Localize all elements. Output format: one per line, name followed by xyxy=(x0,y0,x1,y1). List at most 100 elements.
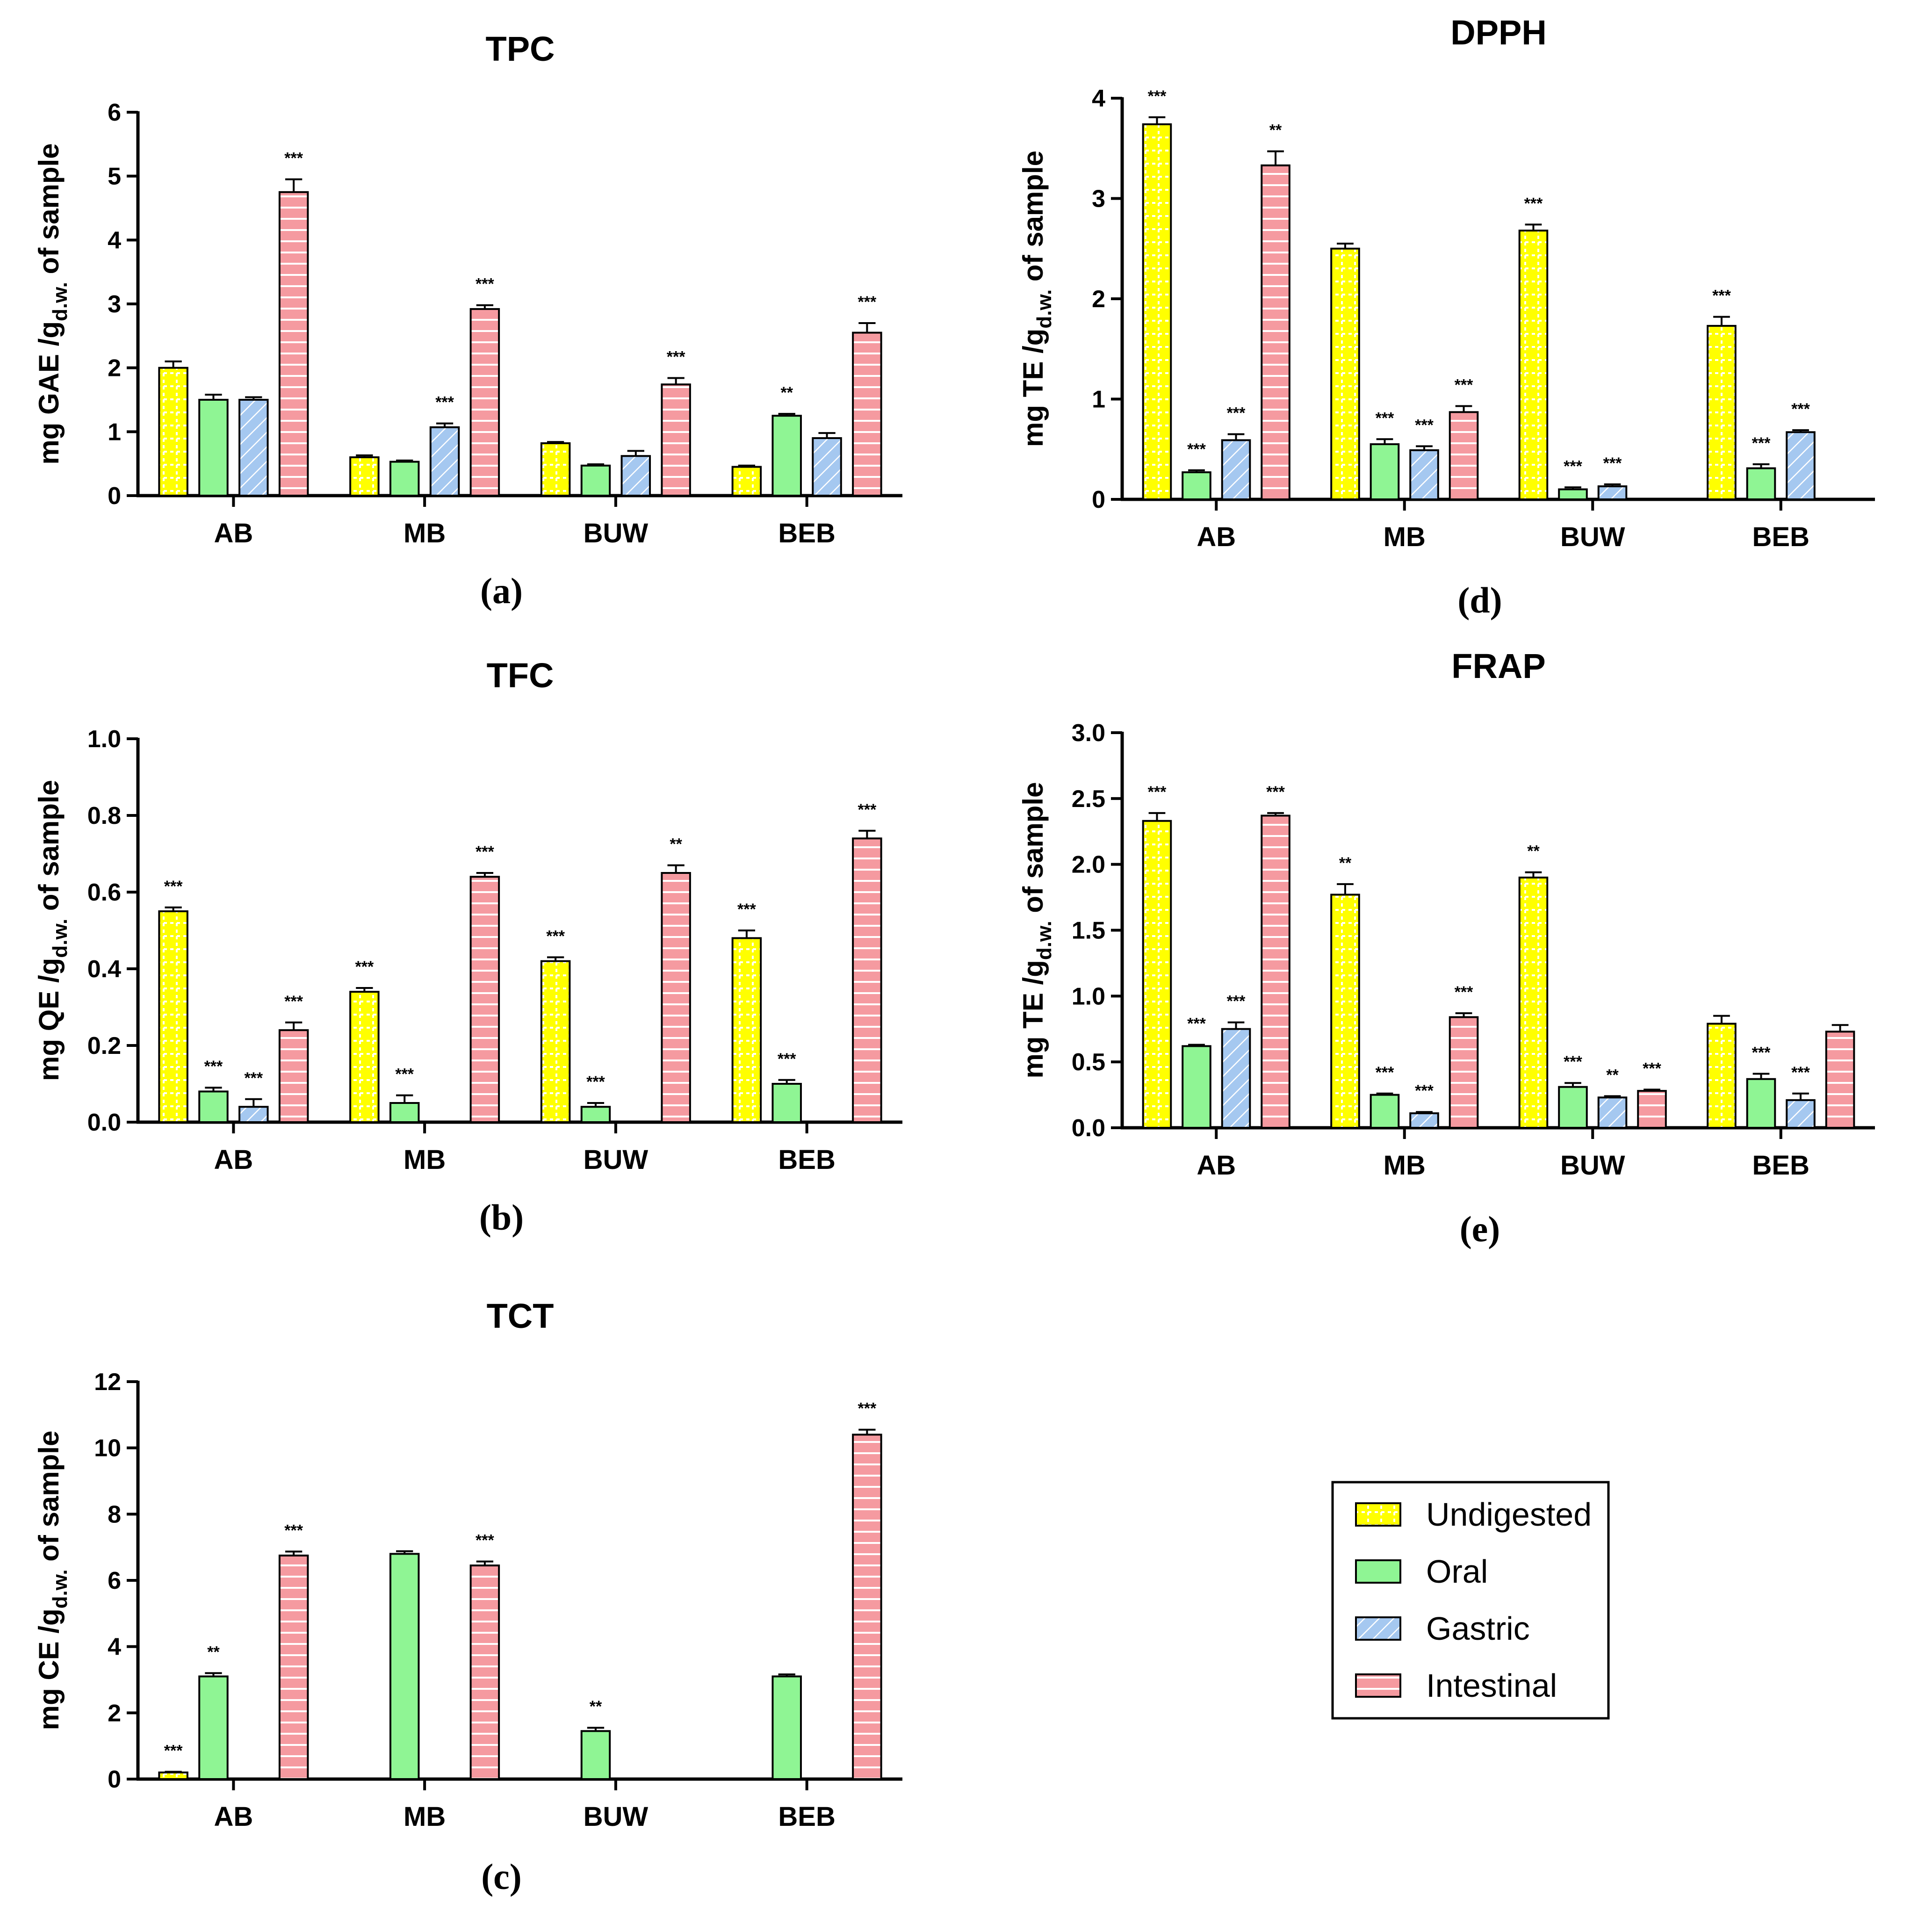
significance-label: *** xyxy=(1564,457,1582,475)
y-tick-label: 2.5 xyxy=(1072,786,1105,813)
significance-label: *** xyxy=(435,394,454,411)
significance-label: *** xyxy=(778,1050,796,1068)
bar-intestinal xyxy=(278,1554,309,1780)
y-tick-label: 0.0 xyxy=(1072,1115,1105,1142)
y-tick-label: 1 xyxy=(108,418,121,446)
bar-oral xyxy=(1746,467,1776,501)
x-tick-label: BEB xyxy=(1752,522,1809,552)
chart-title: FRAP xyxy=(1451,647,1545,685)
legend-item-undigested: Undigested xyxy=(1355,1496,1592,1533)
legend-item-gastric: Gastric xyxy=(1355,1610,1530,1647)
bar-gastric xyxy=(238,1106,269,1123)
y-tick-label: 12 xyxy=(94,1369,121,1396)
significance-label: *** xyxy=(1564,1053,1582,1071)
bar-undigested xyxy=(540,960,571,1124)
significance-label: *** xyxy=(737,901,756,918)
significance-label: *** xyxy=(1376,1064,1394,1081)
bar-oral xyxy=(580,1106,611,1123)
y-tick-label: 0.0 xyxy=(87,1109,121,1136)
y-tick-label: 0.4 xyxy=(87,956,121,983)
y-tick-label: 1.5 xyxy=(1072,917,1105,944)
chart-tfc: TFC 0.0 0.2 0.4 0.6 0.8 1.0 mg QE /gd.w. of sam… xyxy=(33,656,902,1238)
x-tick-label: BUW xyxy=(584,1145,649,1175)
significance-label: *** xyxy=(1227,404,1246,422)
significance-label: *** xyxy=(355,958,374,976)
panel-label: (d) xyxy=(1457,580,1502,620)
y-tick-label: 0.5 xyxy=(1072,1049,1105,1076)
bar-oral xyxy=(1370,1094,1400,1129)
y-tick-label: 8 xyxy=(108,1501,121,1528)
x-tick-label: BEB xyxy=(1752,1150,1809,1181)
bar-intestinal xyxy=(661,872,691,1123)
bar-gastric xyxy=(1597,1096,1628,1129)
significance-label: ** xyxy=(670,836,682,853)
significance-label: *** xyxy=(1791,400,1810,418)
y-tick-label: 1.0 xyxy=(87,726,121,753)
bar-gastric xyxy=(1221,439,1251,501)
significance-label: *** xyxy=(1752,434,1771,452)
legend-label-intestinal: Intestinal xyxy=(1426,1667,1557,1704)
significance-label: *** xyxy=(164,878,183,895)
bar-undigested xyxy=(1142,123,1172,500)
x-tick-label: AB xyxy=(214,1802,253,1832)
panel-label: (c) xyxy=(481,1856,522,1897)
chart-frap: FRAP 0.0 0.5 1.0 1.5 2.0 2.5 3.0 mg TE /gd.w. of… xyxy=(1017,647,1875,1249)
significance-label: *** xyxy=(667,348,685,366)
x-tick-label: BUW xyxy=(1560,522,1625,552)
bar-undigested xyxy=(158,367,188,497)
x-tick-label: AB xyxy=(1197,1150,1236,1181)
bar-undigested xyxy=(731,466,762,497)
chart-title: DPPH xyxy=(1450,13,1547,52)
significance-label: *** xyxy=(476,275,494,293)
bar-gastric xyxy=(1786,431,1816,500)
panel-label: (e) xyxy=(1460,1209,1500,1249)
significance-label: *** xyxy=(1227,993,1246,1010)
significance-label: *** xyxy=(1455,983,1473,1001)
panel-label: (a) xyxy=(480,570,523,611)
bar-oral xyxy=(1558,488,1588,501)
legend-swatch-oral xyxy=(1355,1559,1401,1584)
significance-label: ** xyxy=(207,1643,220,1661)
y-tick-label: 6 xyxy=(108,1567,121,1594)
significance-label: *** xyxy=(1415,1082,1434,1100)
bar-oral xyxy=(198,399,229,497)
y-tick-label: 4 xyxy=(108,227,121,254)
x-tick-label: MB xyxy=(404,1145,446,1175)
y-tick-label: 1.0 xyxy=(1072,983,1105,1010)
bar-undigested xyxy=(349,991,380,1123)
y-tick-label: 1 xyxy=(1092,386,1105,413)
significance-label: *** xyxy=(476,843,494,861)
bar-intestinal xyxy=(469,876,500,1123)
x-tick-label: MB xyxy=(404,1802,446,1832)
bar-oral xyxy=(1182,1045,1211,1129)
y-tick-label: 2 xyxy=(1092,286,1105,313)
y-tick-label: 0.6 xyxy=(87,879,121,906)
y-tick-label: 0 xyxy=(108,1766,121,1793)
y-tick-label: 3 xyxy=(1092,186,1105,213)
bar-undigested xyxy=(1707,324,1737,500)
chart-title: TCT xyxy=(487,1297,554,1335)
significance-label: *** xyxy=(1187,1015,1206,1033)
legend-label-gastric: Gastric xyxy=(1426,1610,1530,1647)
bar-gastric xyxy=(1409,1112,1439,1129)
significance-label: *** xyxy=(1712,287,1731,305)
bar-oral xyxy=(580,1730,611,1780)
bar-undigested xyxy=(1518,876,1549,1129)
significance-label: *** xyxy=(1148,87,1167,105)
bar-intestinal xyxy=(661,383,691,497)
bar-undigested xyxy=(731,937,762,1124)
significance-label: ** xyxy=(780,384,793,402)
significance-label: *** xyxy=(284,993,303,1010)
x-tick-label: BEB xyxy=(778,1145,835,1175)
bar-undigested xyxy=(158,910,188,1123)
significance-label: ** xyxy=(1269,122,1282,139)
bar-gastric xyxy=(1221,1028,1251,1129)
bar-intestinal xyxy=(852,837,882,1123)
bar-intestinal xyxy=(469,1564,500,1780)
significance-label: *** xyxy=(1148,783,1167,801)
significance-label: *** xyxy=(204,1058,223,1075)
significance-label: *** xyxy=(1791,1064,1810,1081)
y-tick-label: 3.0 xyxy=(1072,720,1105,747)
bar-gastric xyxy=(1597,485,1628,500)
